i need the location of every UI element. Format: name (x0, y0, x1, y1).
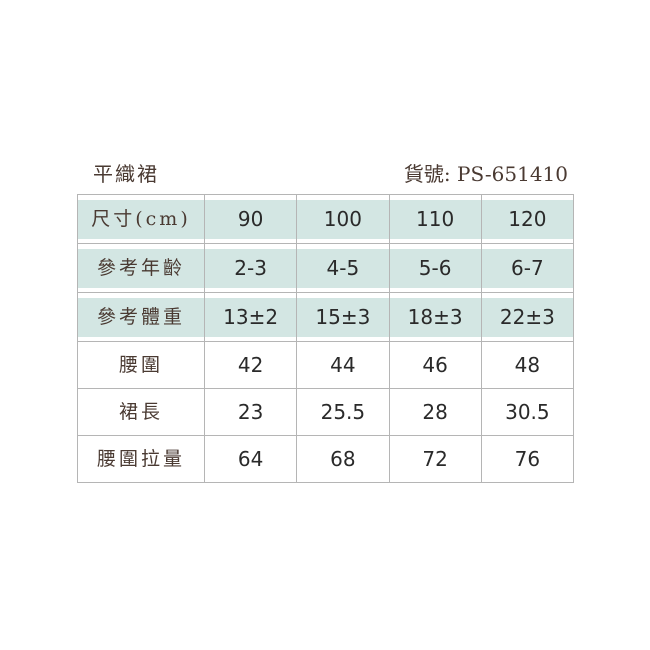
cell-value-text: 64 (237, 447, 264, 471)
cell-value: 2-3 (203, 243, 298, 293)
cell-value-text: 100 (297, 199, 389, 239)
cell-value: 72 (388, 435, 482, 483)
cell-value-text: 90 (205, 199, 297, 239)
cell-value: 64 (203, 435, 298, 483)
cell-value: 22±3 (480, 292, 575, 342)
table-row: 參考年齡 2-3 4-5 5-6 6-7 (77, 243, 575, 293)
cell-value: 18±3 (388, 292, 482, 342)
cell-value-text: 72 (422, 447, 448, 471)
size-table: 尺寸(cm) 90 100 110 120 參考年齡 2-3 4-5 5-6 6-7 參考體重 13±… (77, 194, 575, 483)
cell-value-text: 76 (514, 447, 541, 471)
table-row: 參考體重 13±2 15±3 18±3 22±3 (77, 292, 575, 342)
cell-value-text: 44 (330, 353, 356, 377)
cell-value-text: 4-5 (297, 248, 389, 288)
row-label-text: 裙長 (118, 401, 163, 423)
cell-value-text: 2-3 (205, 248, 297, 288)
cell-value-text: 46 (422, 353, 448, 377)
cell-value: 110 (388, 194, 482, 244)
row-label: 裙長 (77, 388, 205, 436)
row-label-text: 腰圍 (118, 354, 163, 376)
row-label: 腰圍拉量 (77, 435, 205, 483)
cell-value-text: 22±3 (481, 297, 573, 337)
cell-value-text: 25.5 (320, 400, 366, 424)
cell-value: 100 (296, 194, 390, 244)
product-title: 平織裙 (93, 162, 159, 186)
cell-value-text: 6-7 (481, 248, 573, 288)
table-row: 尺寸(cm) 90 100 110 120 (77, 194, 575, 244)
cell-value: 120 (480, 194, 575, 244)
cell-value: 44 (296, 341, 390, 389)
row-label: 腰圍 (77, 341, 205, 389)
cell-value-text: 18±3 (389, 297, 481, 337)
row-label: 尺寸(cm) (77, 194, 205, 244)
cell-value: 28 (388, 388, 482, 436)
cell-value: 4-5 (296, 243, 390, 293)
row-label-text: 腰圍拉量 (96, 448, 185, 470)
cell-value: 25.5 (296, 388, 390, 436)
cell-value: 48 (480, 341, 575, 389)
cell-value-text: 48 (514, 353, 541, 377)
table-row: 腰圍 42 44 46 48 (77, 341, 575, 389)
cell-value: 90 (203, 194, 298, 244)
row-label: 參考年齡 (77, 243, 205, 293)
cell-value: 76 (480, 435, 575, 483)
cell-value: 30.5 (480, 388, 575, 436)
cell-value-text: 15±3 (297, 297, 389, 337)
cell-value: 42 (203, 341, 298, 389)
cell-value-text: 13±2 (205, 297, 297, 337)
cell-value-text: 30.5 (505, 400, 550, 424)
cell-value-text: 42 (237, 353, 264, 377)
cell-value: 23 (203, 388, 298, 436)
cell-value-text: 23 (237, 400, 264, 424)
cell-value: 6-7 (480, 243, 575, 293)
cell-value: 5-6 (388, 243, 482, 293)
table-row: 腰圍拉量 64 68 72 76 (77, 435, 575, 483)
cell-value: 13±2 (203, 292, 298, 342)
cell-value-text: 28 (422, 400, 448, 424)
row-label-text: 參考體重 (78, 297, 204, 337)
cell-value: 46 (388, 341, 482, 389)
table-row: 裙長 23 25.5 28 30.5 (77, 388, 575, 436)
cell-value-text: 68 (330, 447, 356, 471)
row-label-text: 參考年齡 (78, 248, 204, 288)
cell-value: 68 (296, 435, 390, 483)
row-label: 參考體重 (77, 292, 205, 342)
cell-value-text: 120 (481, 199, 573, 239)
product-code: 貨號: PS-651410 (403, 162, 568, 186)
cell-value-text: 110 (389, 199, 481, 239)
cell-value: 15±3 (296, 292, 390, 342)
cell-value-text: 5-6 (389, 248, 481, 288)
row-label-text: 尺寸(cm) (78, 199, 204, 239)
